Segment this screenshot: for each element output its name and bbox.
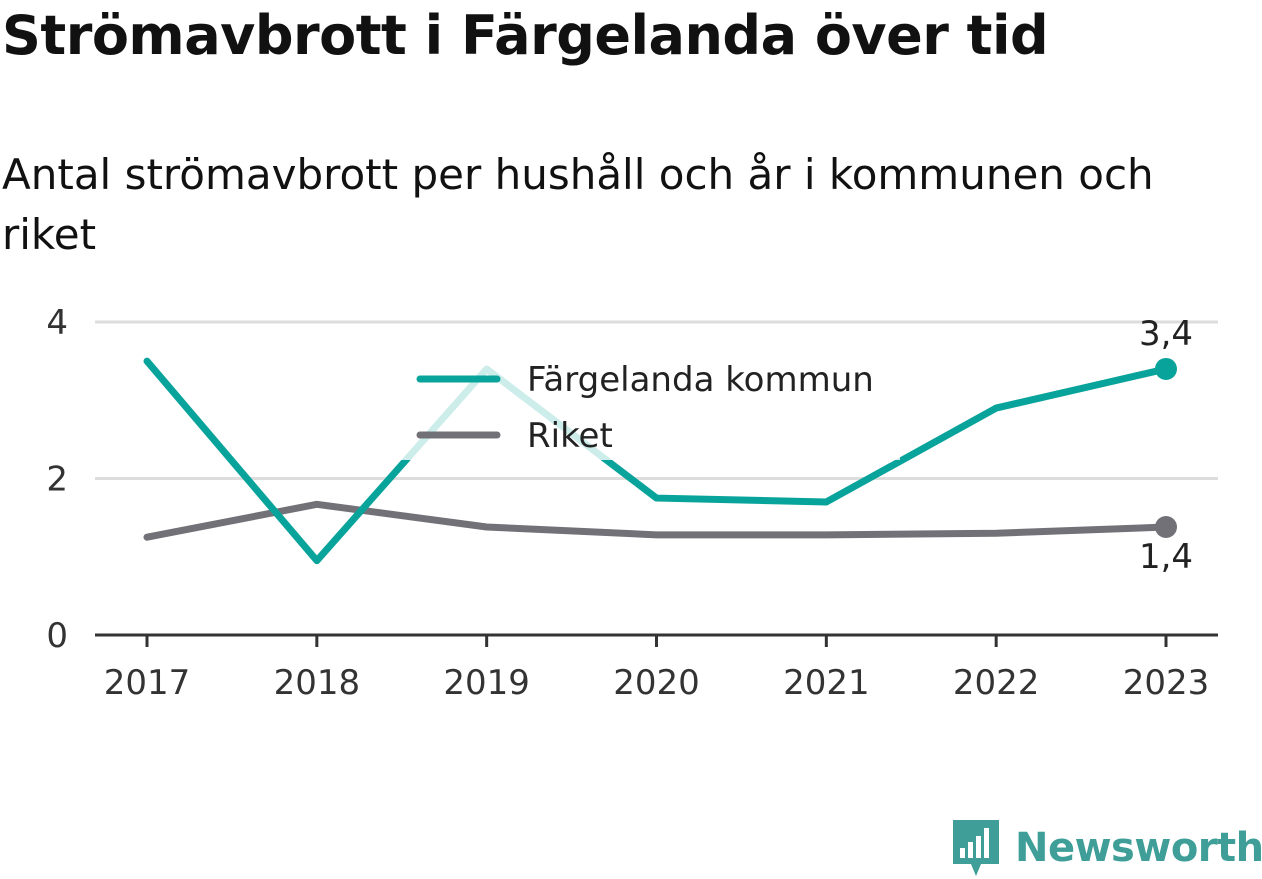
- x-tick-label-2021: 2021: [783, 663, 870, 703]
- x-tick-label-2022: 2022: [953, 663, 1040, 703]
- x-tick-label-2018: 2018: [274, 663, 361, 703]
- newsworthy-logo: Newsworthy: [951, 818, 1262, 878]
- legend-label-fargelanda: Färgelanda kommun: [527, 360, 874, 400]
- y-tick-label-2: 2: [46, 460, 68, 500]
- legend-background: [400, 350, 900, 460]
- chart-subtitle: Antal strömavbrott per hushåll och år i …: [2, 150, 1154, 259]
- legend: Färgelanda kommun Riket: [400, 350, 900, 460]
- y-axis-ticks: 0 2 4: [46, 303, 68, 656]
- x-tick-label-2017: 2017: [104, 663, 191, 703]
- end-value-label-fargelanda: 3,4: [1139, 314, 1193, 354]
- series-line-riket: [143, 500, 1170, 541]
- brand-name: Newsworthy: [1015, 825, 1262, 871]
- end-point-riket: [1155, 516, 1177, 539]
- y-tick-label-0: 0: [46, 616, 68, 656]
- end-labels: 3,4 1,4: [1139, 314, 1193, 577]
- x-tick-label-2023: 2023: [1123, 663, 1210, 703]
- x-tick-label-2019: 2019: [443, 663, 530, 703]
- legend-label-riket: Riket: [527, 416, 613, 456]
- end-point-fargelanda: [1155, 357, 1177, 380]
- series-line-fargelanda: [143, 357, 1170, 565]
- series-lines: [143, 357, 1177, 565]
- bar-chart-logo-icon: [953, 820, 999, 876]
- x-axis: 2017 2018 2019 2020 2021 2022 2023: [95, 633, 1218, 703]
- x-tick-label-2020: 2020: [613, 663, 700, 703]
- gridlines: [95, 320, 1218, 480]
- y-tick-label-4: 4: [46, 303, 68, 343]
- end-value-label-riket: 1,4: [1139, 537, 1193, 577]
- chart-title: Strömavbrott i Färgelanda över tid: [2, 4, 1049, 67]
